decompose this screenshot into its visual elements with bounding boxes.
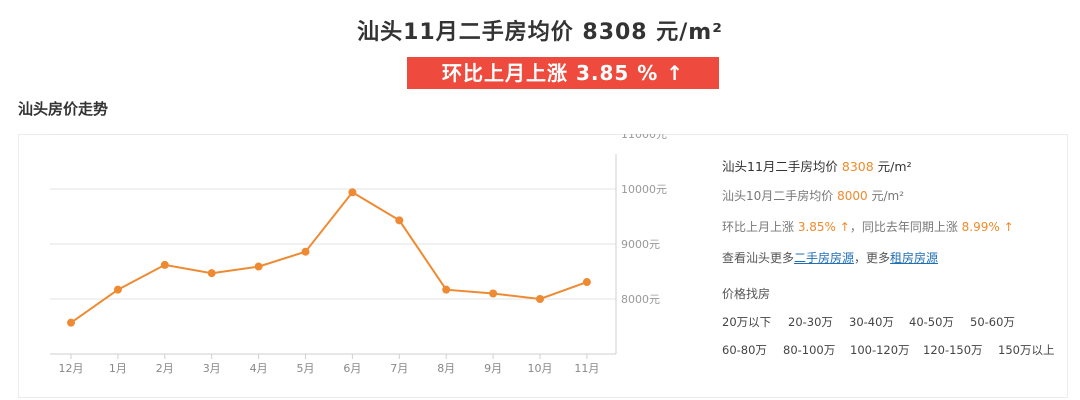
info-last-label: 汕头10月二手房均价 bbox=[722, 189, 838, 203]
data-point bbox=[254, 262, 263, 271]
info-current-value: 8308 bbox=[841, 159, 874, 174]
data-point bbox=[67, 318, 75, 327]
data-point bbox=[582, 278, 591, 287]
info-more-sep: ，更多 bbox=[854, 251, 891, 265]
info-mom-value: 3.85% ↑ bbox=[797, 220, 850, 234]
data-point bbox=[113, 285, 122, 294]
info-last-month-price: 汕头10月二手房均价 8000 元/m² bbox=[722, 187, 904, 204]
info-more-links: 查看汕头更多二手房房源，更多租房房源 bbox=[722, 249, 938, 266]
info-current-price: 汕头11月二手房均价 8308 元/m² bbox=[722, 156, 912, 175]
price-filter-option[interactable]: 50-60万 bbox=[970, 315, 1015, 329]
data-point bbox=[536, 295, 544, 303]
x-tick-label: 4月 bbox=[250, 362, 268, 375]
info-current-unit: 元/m² bbox=[873, 159, 912, 174]
data-point bbox=[395, 216, 404, 225]
info-change: 环比上月上涨 3.85% ↑，同比去年同期上涨 8.99% ↑ bbox=[722, 218, 1014, 235]
x-tick-label: 8月 bbox=[437, 362, 455, 375]
info-yoy-value: 8.99% ↑ bbox=[961, 220, 1014, 234]
x-tick-label: 7月 bbox=[390, 362, 408, 375]
x-tick-label: 9月 bbox=[484, 362, 502, 375]
price-filter-option[interactable]: 150万以上 bbox=[998, 343, 1055, 357]
secondhand-listings-link[interactable]: 二手房房源 bbox=[794, 251, 855, 265]
change-badge: 环比上月上涨 3.85 % ↑ bbox=[407, 57, 719, 89]
price-filter-option[interactable]: 60-80万 bbox=[722, 343, 767, 357]
x-tick-label: 3月 bbox=[203, 362, 221, 375]
info-more-label: 查看汕头更多 bbox=[722, 251, 795, 265]
price-trend-chart: 8000元 9000元 10000元 11000元 12月 1月 2月 3月 4月 5月 6月 7月 8… bbox=[18, 128, 698, 400]
chart-svg: 8000元 9000元 10000元 11000元 12月 1月 2月 3月 4月 5月 6月 7月 8… bbox=[50, 128, 667, 375]
info-current-label: 汕头11月二手房均价 bbox=[722, 159, 842, 174]
price-filter-option[interactable]: 80-100万 bbox=[783, 343, 836, 357]
price-filter-option[interactable]: 120-150万 bbox=[923, 343, 983, 357]
data-point bbox=[442, 285, 451, 294]
data-point bbox=[160, 260, 169, 269]
price-filter-title: 价格找房 bbox=[722, 287, 771, 301]
x-tick-label: 10月 bbox=[528, 362, 553, 375]
data-point bbox=[489, 289, 498, 298]
price-filter-option[interactable]: 20-30万 bbox=[788, 315, 833, 329]
price-filter-option[interactable]: 30-40万 bbox=[849, 315, 894, 329]
section-title: 汕头房价走势 bbox=[18, 100, 109, 118]
rental-listings-link[interactable]: 租房房源 bbox=[890, 251, 939, 265]
data-point bbox=[301, 247, 310, 256]
info-last-unit: 元/m² bbox=[867, 189, 904, 203]
info-last-value: 8000 bbox=[837, 189, 868, 203]
data-point bbox=[348, 188, 357, 197]
headline: 汕头11月二手房均价 8308 元/m² bbox=[357, 20, 723, 45]
price-filter-option[interactable]: 100-120万 bbox=[850, 343, 910, 357]
y-tick-label: 8000元 bbox=[621, 293, 660, 306]
y-tick-label: 11000元 bbox=[621, 134, 667, 141]
series-line bbox=[70, 190, 588, 324]
y-tick-label: 10000元 bbox=[621, 183, 667, 196]
x-tick-label: 1月 bbox=[109, 362, 127, 375]
x-tick-label: 11月 bbox=[574, 362, 599, 375]
price-filter-option[interactable]: 40-50万 bbox=[909, 315, 954, 329]
x-tick-label: 2月 bbox=[156, 362, 174, 375]
data-point bbox=[207, 269, 216, 278]
x-tick-label: 12月 bbox=[59, 362, 84, 375]
y-tick-label: 9000元 bbox=[621, 238, 660, 251]
x-tick-label: 6月 bbox=[343, 362, 361, 375]
info-mom-label: 环比上月上涨 bbox=[722, 220, 798, 234]
x-tick-label: 5月 bbox=[297, 362, 315, 375]
info-yoy-label: ，同比去年同期上涨 bbox=[849, 220, 962, 234]
price-filter-option[interactable]: 20万以下 bbox=[722, 315, 772, 329]
